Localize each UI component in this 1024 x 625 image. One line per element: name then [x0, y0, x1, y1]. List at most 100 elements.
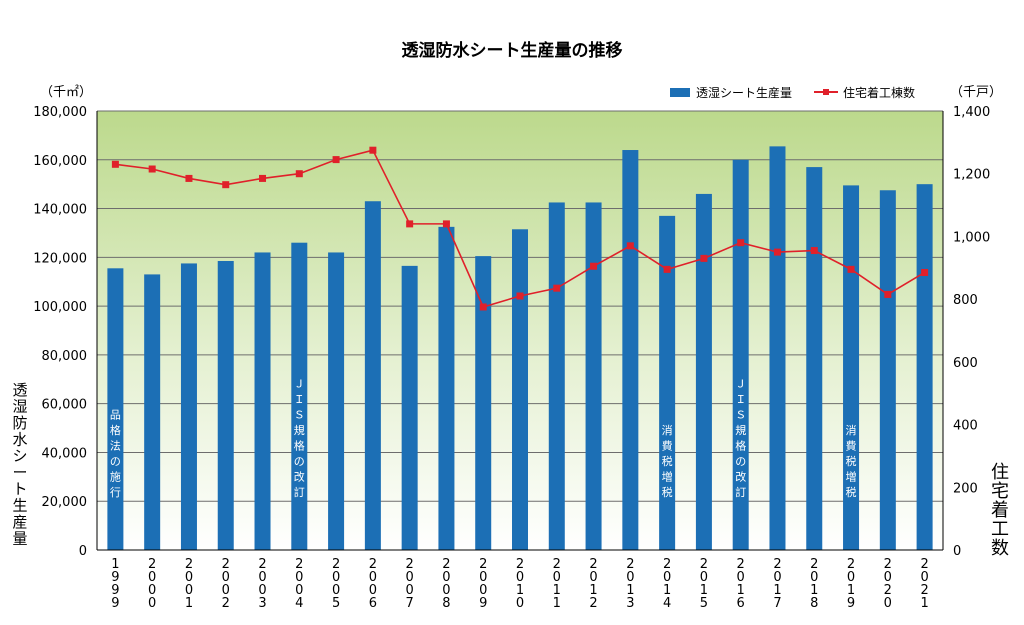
left-tick-label: 160,000 — [33, 154, 87, 169]
left-tick-label: 40,000 — [42, 446, 88, 461]
legend-bar-label: 透湿シート生産量 — [696, 85, 792, 100]
x-axis-ticks: 1 9 9 9 2 0 0 0 2 0 0 1 2 0 0 2 2 0 0 3 2 0 0 4 2 0 0 5 2 0 0 6 2 0 0 7 2 0 0 8… — [111, 557, 928, 611]
bar — [843, 185, 860, 550]
left-axis-ticks: 0 20,000 40,000 60,000 80,000 100,000 120,000 1… — [33, 105, 87, 559]
bar — [180, 263, 197, 550]
right-axis-unit: （千戸） — [950, 85, 1002, 100]
bar — [659, 215, 676, 550]
bar — [291, 242, 308, 550]
line-point — [884, 290, 892, 298]
right-tick-label: 1,200 — [953, 168, 990, 183]
bar — [806, 167, 823, 550]
line-point — [773, 248, 781, 256]
line-point — [553, 284, 561, 292]
legend-line-marker — [823, 89, 829, 95]
right-tick-label: 800 — [953, 293, 978, 308]
bar-annotation: ＪＩＳ規格の改訂 — [294, 378, 305, 500]
line-point — [663, 265, 671, 273]
left-tick-label: 80,000 — [42, 349, 88, 364]
bar-annotation: 消費税増税 — [846, 423, 857, 499]
bar — [916, 184, 933, 550]
left-tick-label: 180,000 — [33, 105, 87, 120]
right-tick-label: 0 — [953, 544, 961, 559]
bar-annotation: 品格法の施行 — [110, 409, 121, 500]
annotations: 品格法の施行 ＪＩＳ規格の改訂 消費税増税 ＪＩＳ規格の改訂 消費税増税 — [110, 378, 857, 500]
bar — [217, 260, 234, 550]
left-tick-label: 0 — [79, 544, 87, 559]
bar — [401, 265, 418, 550]
bar — [254, 252, 271, 550]
left-axis-unit: （千㎡） — [40, 85, 92, 100]
line-point — [185, 174, 193, 182]
left-tick-label: 120,000 — [33, 251, 87, 266]
bar — [328, 252, 345, 550]
bar-annotation: ＪＩＳ規格の改訂 — [735, 378, 746, 500]
line-point — [700, 254, 708, 262]
line-point — [921, 268, 929, 276]
right-tick-label: 400 — [953, 419, 978, 434]
bar — [364, 201, 381, 550]
line-point — [295, 170, 303, 178]
bar — [548, 202, 565, 551]
bar — [879, 190, 896, 550]
line-series — [111, 146, 929, 311]
right-tick-label: 1,400 — [953, 105, 990, 120]
line-point — [111, 160, 119, 168]
chart-title: 透湿防水シート生産量の推移 — [402, 40, 623, 61]
axes — [96, 111, 944, 551]
right-tick-label: 600 — [953, 356, 978, 371]
bar — [512, 229, 528, 550]
right-tick-label: 1,000 — [953, 230, 990, 245]
bar — [475, 256, 492, 550]
line-point — [516, 292, 524, 300]
legend-line-label: 住宅着工棟数 — [843, 85, 915, 100]
bar — [107, 268, 124, 550]
line-point — [737, 239, 745, 247]
legend: 透湿シート生産量 住宅着工棟数 — [670, 85, 915, 100]
left-tick-label: 60,000 — [42, 398, 88, 413]
bar-series — [107, 146, 933, 551]
right-axis-ticks: 0 200 400 600 800 1,000 1,200 1,400 — [953, 105, 990, 559]
bar — [769, 146, 786, 550]
line-point — [332, 156, 340, 164]
right-tick-label: 200 — [953, 481, 978, 496]
line-point — [369, 146, 377, 154]
bar — [438, 226, 455, 550]
left-tick-label: 140,000 — [33, 203, 87, 218]
line-point — [406, 220, 414, 228]
line-point — [626, 242, 634, 250]
bar — [585, 202, 602, 551]
line-point — [810, 247, 818, 255]
line-point — [259, 174, 267, 182]
bar — [695, 193, 712, 550]
line-point — [590, 262, 598, 270]
left-tick-label: 20,000 — [42, 495, 88, 510]
line-point — [847, 265, 855, 273]
line-point — [148, 165, 156, 173]
